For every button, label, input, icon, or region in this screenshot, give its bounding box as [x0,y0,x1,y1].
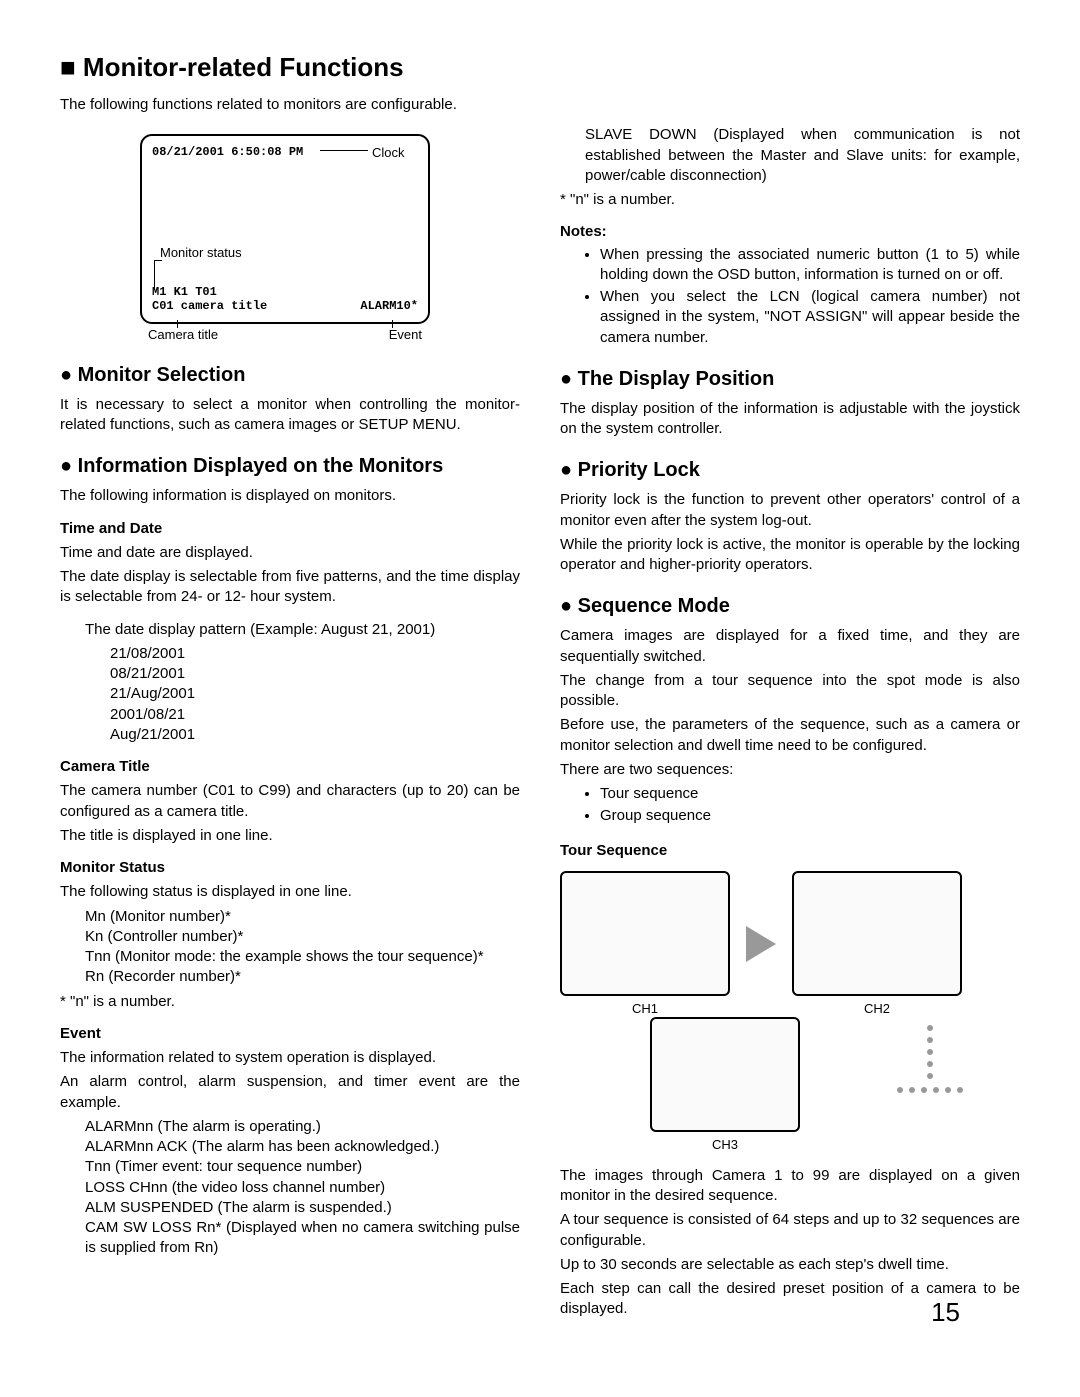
list-item: Mn (Monitor number)* [85,907,520,927]
camera-title-p1: The camera number (C01 to C99) and chara… [60,781,520,822]
event-list: ALARMnn (The alarm is operating.)ALARMnn… [60,1117,520,1259]
event-n-note: * "n" is a number. [560,190,1020,210]
list-item: Group sequence [600,806,1020,826]
time-date-heading: Time and Date [60,519,520,539]
page-number: 15 [931,1295,960,1330]
dots-vertical [927,1025,933,1079]
monitor-status-intro: The following status is displayed in one… [60,882,520,902]
list-item: Aug/21/2001 [110,725,520,745]
monitor-selection-heading: ● Monitor Selection [60,362,520,389]
priority-lock-p2: While the priority lock is active, the m… [560,535,1020,576]
list-item: Kn (Controller number)* [85,927,520,947]
clock-label: Clock [372,144,405,162]
notes-list: When pressing the associated numeric but… [560,245,1020,348]
monitor-alarm: ALARM10* [360,298,418,314]
event-slave-item: SLAVE DOWN (Displayed when communication… [560,125,1020,186]
tour-p2: A tour sequence is consisted of 64 steps… [560,1210,1020,1251]
priority-lock-heading: ● Priority Lock [560,457,1020,484]
list-item: Tnn (Timer event: tour sequence number) [85,1157,520,1177]
status-label: Monitor status [160,244,242,262]
list-item: When pressing the associated numeric but… [600,245,1020,286]
right-column: SLAVE DOWN (Displayed when communication… [560,119,1020,1323]
sequence-p4: There are two sequences: [560,760,1020,780]
event-p2: An alarm control, alarm suspension, and … [60,1072,520,1113]
sequence-p3: Before use, the parameters of the sequen… [560,715,1020,756]
list-item: ALARMnn ACK (The alarm has been acknowle… [85,1137,520,1157]
ch2-label: CH2 [792,1000,962,1018]
list-item: ALM SUSPENDED (The alarm is suspended.) [85,1198,520,1218]
monitor-status-heading: Monitor Status [60,858,520,878]
monitor-line2: C01 camera title [152,298,267,314]
list-item: 08/21/2001 [110,664,520,684]
list-item: 21/Aug/2001 [110,684,520,704]
list-item: ALARMnn (The alarm is operating.) [85,1117,520,1137]
sequence-p2: The change from a tour sequence into the… [560,671,1020,712]
sequence-p1: Camera images are displayed for a fixed … [560,626,1020,667]
info-displayed-intro: The following information is displayed o… [60,486,520,506]
monitor-status-note: * "n" is a number. [60,992,520,1012]
monitor-status-list: Mn (Monitor number)*Kn (Controller numbe… [60,907,520,988]
date-pattern-list: 21/08/200108/21/200121/Aug/20012001/08/2… [60,644,520,745]
monitor-clock-text: 08/21/2001 6:50:08 PM [152,144,303,160]
time-date-p1: Time and date are displayed. [60,543,520,563]
info-displayed-heading: ● Information Displayed on the Monitors [60,453,520,480]
tour-sequence-diagram: CH1 CH2 CH3 [560,871,1020,1154]
list-item: LOSS CHnn (the video loss channel number… [85,1178,520,1198]
monitor-diagram: 08/21/2001 6:50:08 PM Clock Monitor stat… [140,134,440,344]
camera-title-label: Camera title [148,326,218,344]
ch3-label: CH3 [712,1136,738,1154]
date-pattern-intro: The date display pattern (Example: Augus… [60,620,520,640]
sequence-mode-heading: ● Sequence Mode [560,593,1020,620]
ch2-box [792,871,962,996]
event-p1: The information related to system operat… [60,1048,520,1068]
main-heading: ■ Monitor-related Functions [60,50,1020,85]
left-column: 08/21/2001 6:50:08 PM Clock Monitor stat… [60,119,520,1323]
priority-lock-p1: Priority lock is the function to prevent… [560,490,1020,531]
notes-heading: Notes: [560,222,1020,242]
monitor-selection-body: It is necessary to select a monitor when… [60,395,520,436]
tour-sequence-heading: Tour Sequence [560,841,1020,861]
time-date-p2: The date display is selectable from five… [60,567,520,608]
camera-title-heading: Camera Title [60,757,520,777]
list-item: 2001/08/21 [110,705,520,725]
ch3-box [650,1017,800,1132]
camera-title-p2: The title is displayed in one line. [60,826,520,846]
tour-p1: The images through Camera 1 to 99 are di… [560,1166,1020,1207]
tour-p3: Up to 30 seconds are selectable as each … [560,1255,1020,1275]
dots-horizontal [897,1087,963,1093]
display-position-heading: ● The Display Position [560,366,1020,393]
list-item: Tnn (Monitor mode: the example shows the… [85,947,520,967]
event-heading: Event [60,1024,520,1044]
list-item: 21/08/2001 [110,644,520,664]
ch1-box [560,871,730,996]
list-item: Tour sequence [600,784,1020,804]
arrow-right-icon [746,926,776,962]
sequence-type-list: Tour sequenceGroup sequence [560,784,1020,827]
list-item: CAM SW LOSS Rn* (Displayed when no camer… [85,1218,520,1259]
display-position-body: The display position of the information … [560,399,1020,440]
list-item: Rn (Recorder number)* [85,967,520,987]
ch1-label: CH1 [560,1000,730,1018]
list-item: When you select the LCN (logical camera … [600,287,1020,348]
event-label: Event [389,326,422,344]
intro-text: The following functions related to monit… [60,95,1020,115]
